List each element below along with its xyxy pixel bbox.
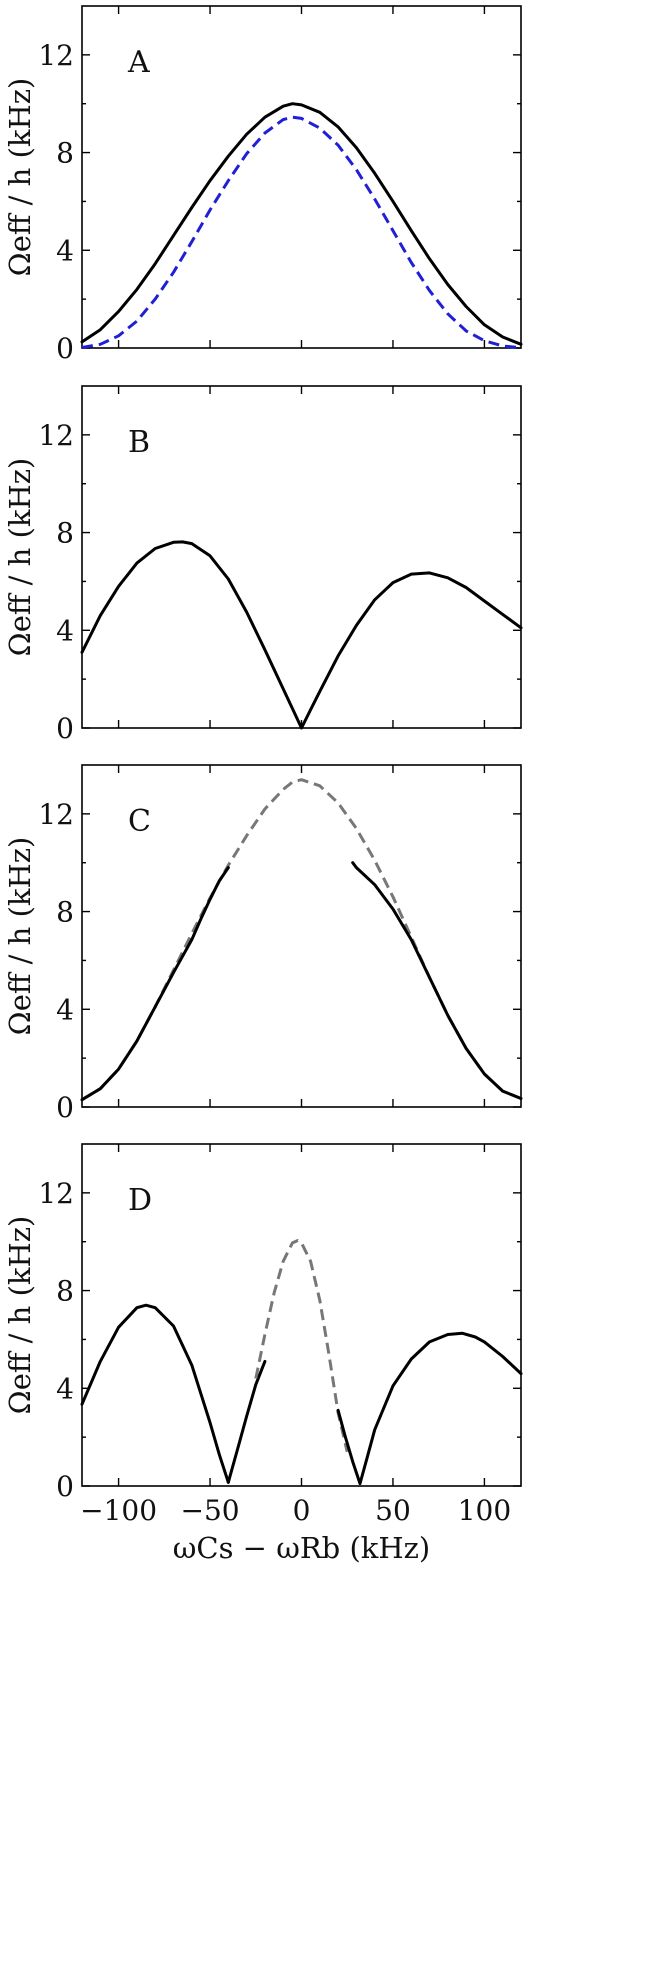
panel-d-series-1-line	[226, 1359, 267, 1484]
panel-d-ticks	[82, 1144, 521, 1487]
panel-b-ylabel: Ωeff / h (kHz)	[3, 458, 37, 657]
panel-c-ylabel: Ωeff / h (kHz)	[3, 837, 37, 1036]
xtick-label: −50	[180, 1494, 239, 1527]
panel-a-label: A	[127, 45, 150, 80]
panel-a-series-1-line	[81, 115, 522, 350]
panel-d-ytick-labels: 0 4 8 12	[38, 1177, 74, 1503]
xtick-label: −100	[80, 1494, 157, 1527]
panel-a-curves	[80, 102, 523, 350]
panel-a-ylabel: Ωeff / h (kHz)	[3, 78, 37, 277]
panel-b: 0 4 8 12 Ωeff / h (kHz) B	[3, 385, 523, 745]
panel-c: 0 4 8 12 Ωeff / h (kHz) C	[3, 764, 523, 1124]
panel-d: 0 4 8 12 Ωeff / h (kHz) D −100 −50 0 50 …	[3, 1143, 523, 1565]
ytick-label: 4	[56, 1372, 74, 1405]
xaxis-label: ωCs − ωRb (kHz)	[173, 1531, 431, 1565]
panel-d-series-0-line	[80, 1303, 230, 1484]
panel-c-curves	[80, 778, 523, 1102]
panel-b-ytick-labels: 0 4 8 12	[38, 419, 74, 745]
panel-d-ylabel-group: Ωeff / h (kHz)	[3, 1216, 37, 1415]
panel-a-ylabel-group: Ωeff / h (kHz)	[3, 78, 37, 277]
ytick-label: 8	[56, 896, 74, 929]
panel-d-label: D	[128, 1183, 152, 1218]
ytick-label: 0	[56, 1091, 74, 1124]
ytick-label: 0	[56, 712, 74, 745]
panel-d-series-2-line	[254, 1239, 349, 1453]
panel-b-label: B	[128, 425, 150, 460]
panel-a-ticks	[82, 6, 521, 349]
ytick-label: 8	[56, 137, 74, 170]
ytick-label: 8	[56, 517, 74, 550]
panel-c-ylabel-group: Ωeff / h (kHz)	[3, 837, 37, 1036]
panel-c-series-2-line	[351, 861, 523, 1100]
ytick-label: 8	[56, 1275, 74, 1308]
panel-c-label: C	[128, 804, 151, 839]
ytick-label: 12	[38, 419, 74, 452]
ytick-label: 0	[56, 1470, 74, 1503]
xtick-label: 100	[458, 1494, 511, 1527]
panel-a-ytick-labels: 0 4 8 12	[38, 39, 74, 365]
panel-b-series-0-line	[80, 540, 523, 730]
ytick-label: 12	[38, 39, 74, 72]
panel-c-ticks	[82, 765, 521, 1108]
ytick-label: 4	[56, 234, 74, 267]
panel-d-ylabel: Ωeff / h (kHz)	[3, 1216, 37, 1415]
panel-a-series-0-line	[80, 102, 523, 346]
panel-c-ytick-labels: 0 4 8 12	[38, 798, 74, 1124]
ytick-label: 12	[38, 1177, 74, 1210]
xtick-labels: −100 −50 0 50 100	[80, 1494, 511, 1527]
ytick-label: 0	[56, 332, 74, 365]
panel-d-series-3-line	[336, 1331, 523, 1486]
panel-c-series-1-line	[80, 866, 230, 1102]
ytick-label: 4	[56, 993, 74, 1026]
xtick-label: 50	[375, 1494, 411, 1527]
panel-a: 0 4 8 12 Ωeff / h (kHz) A	[3, 5, 523, 365]
ytick-label: 12	[38, 798, 74, 831]
ytick-label: 4	[56, 614, 74, 647]
panel-b-ylabel-group: Ωeff / h (kHz)	[3, 458, 37, 657]
xtick-label: 0	[293, 1494, 311, 1527]
panel-b-curves	[80, 540, 523, 730]
panel-d-curves	[80, 1239, 523, 1486]
